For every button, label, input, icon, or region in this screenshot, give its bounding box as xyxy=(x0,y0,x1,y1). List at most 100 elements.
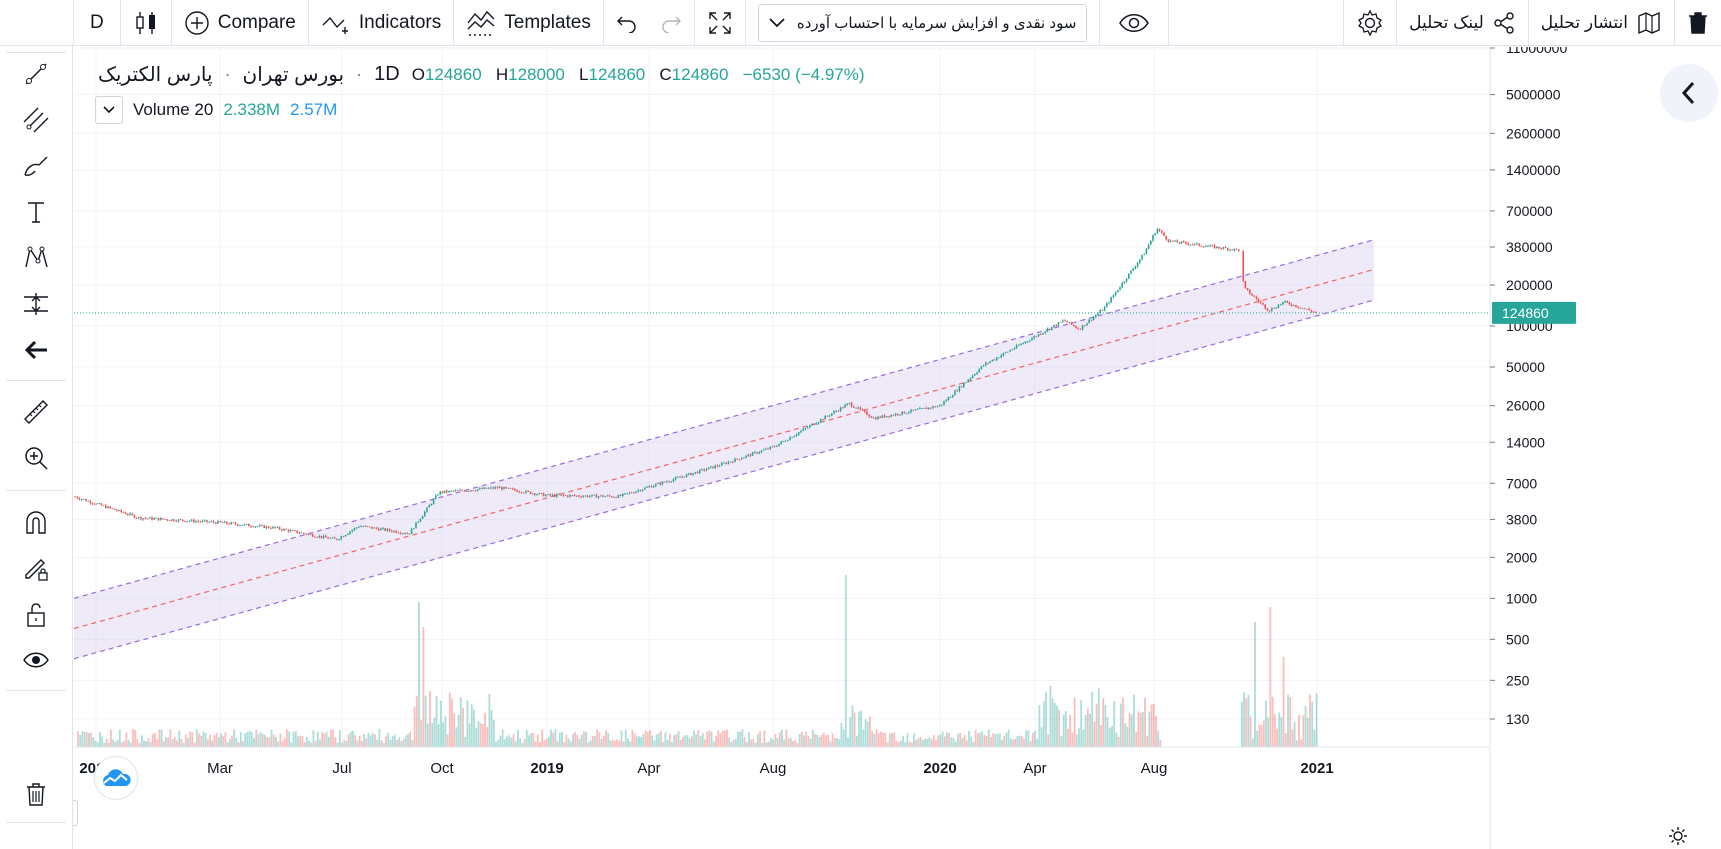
brush-icon[interactable] xyxy=(18,148,54,184)
stay-in-drawing-mode-icon[interactable] xyxy=(18,550,54,586)
volume-bar xyxy=(778,731,781,747)
volume-bar xyxy=(926,739,929,747)
candle-body xyxy=(74,496,76,498)
volume-bar xyxy=(297,736,299,747)
measure-tool-icon[interactable] xyxy=(18,286,54,322)
candle-body xyxy=(234,522,237,525)
candle-body xyxy=(930,407,932,409)
magnet-icon[interactable] xyxy=(18,504,54,540)
volume-bar xyxy=(211,740,214,747)
volume-bar xyxy=(145,741,148,747)
candle-body xyxy=(441,491,444,493)
candle-body xyxy=(182,519,184,521)
volume-bar xyxy=(1016,736,1019,747)
candle-body xyxy=(1009,350,1011,352)
volume-bar xyxy=(965,740,968,747)
volume-bar xyxy=(739,731,742,747)
volume-bar xyxy=(1313,729,1316,747)
volume-bar xyxy=(358,735,361,747)
logo-button[interactable] xyxy=(94,756,138,800)
volume-bar xyxy=(1058,709,1061,747)
pattern-tool-icon[interactable] xyxy=(18,240,54,276)
text-tool-icon[interactable] xyxy=(18,194,54,230)
candle-body xyxy=(107,506,109,509)
back-arrow-icon[interactable] xyxy=(18,332,54,368)
volume-bar xyxy=(299,735,302,747)
candle-body xyxy=(245,523,248,525)
candle-body xyxy=(1064,320,1066,322)
volume-label[interactable]: Volume 20 xyxy=(133,100,214,119)
ohlc-values: O124860 H128000 L124860 C124860 −6530 (−… xyxy=(412,65,865,85)
volume-bar xyxy=(129,742,132,747)
candle-body xyxy=(151,517,153,520)
volume-bar xyxy=(666,739,669,747)
candle-body xyxy=(298,532,301,534)
candle-body xyxy=(1134,266,1137,269)
volume-bar xyxy=(640,737,643,747)
publish-button[interactable]: انتشار تحلیل xyxy=(1527,0,1674,46)
indicators-button[interactable]: Indicators xyxy=(309,0,455,46)
zoom-in-icon[interactable] xyxy=(18,440,54,476)
axis-settings-gear-icon[interactable] xyxy=(1668,826,1688,849)
volume-bar xyxy=(985,735,988,747)
channel-median-line[interactable] xyxy=(74,268,1375,630)
candle-body xyxy=(624,493,626,495)
candle-body xyxy=(630,492,633,494)
time-tick-label: Apr xyxy=(1023,760,1046,777)
delete-button[interactable] xyxy=(1674,0,1721,46)
study-template-dropdown[interactable]: سود نقدی و افزایش سرمایه با احتساب آورده xyxy=(757,3,1088,42)
price-tick-label: 380000 xyxy=(1506,239,1553,255)
symbol-name[interactable]: پارس الکتریک xyxy=(98,64,213,86)
chart-pane[interactable]: 11000000 5000000 2600000 1400000 700000 38000… xyxy=(74,47,1721,849)
candle-body xyxy=(1145,248,1148,255)
candle-body xyxy=(751,452,754,456)
visibility-button[interactable] xyxy=(1099,0,1170,46)
candle-body xyxy=(569,495,571,497)
candle-body xyxy=(864,410,866,412)
trash-icon[interactable] xyxy=(18,776,54,812)
candle-body xyxy=(699,469,701,474)
ruler-icon[interactable] xyxy=(18,394,54,430)
candle-body xyxy=(1114,292,1117,296)
chart-style-button[interactable] xyxy=(121,0,172,46)
lock-icon[interactable] xyxy=(18,596,54,632)
channel-upper-line[interactable] xyxy=(74,239,1375,599)
share-link-button[interactable]: لینک تحلیل xyxy=(1396,0,1528,46)
compare-button[interactable]: Compare xyxy=(172,0,309,46)
redo-icon[interactable] xyxy=(660,13,682,33)
candle-body xyxy=(571,495,573,496)
fib-retracement-icon[interactable] xyxy=(18,102,54,138)
candle-body xyxy=(901,411,903,415)
candle-body xyxy=(705,469,708,471)
candle-body xyxy=(118,509,120,511)
volume-bar xyxy=(231,735,233,747)
candle-body xyxy=(1253,295,1255,297)
candle-body xyxy=(527,490,529,492)
templates-button[interactable]: Templates xyxy=(454,0,604,46)
volume-bar xyxy=(1067,728,1069,747)
undo-icon[interactable] xyxy=(616,13,638,33)
volume-bar xyxy=(759,731,761,747)
toolbar-divider xyxy=(6,52,66,53)
fullscreen-button[interactable] xyxy=(695,0,746,46)
price-chart[interactable]: 11000000 5000000 2600000 1400000 700000 38000… xyxy=(74,47,1721,849)
candle-body xyxy=(542,493,545,497)
volume-bar xyxy=(409,731,412,747)
eye-icon[interactable] xyxy=(18,642,54,678)
volume-bar xyxy=(525,730,528,747)
interval-button[interactable]: D xyxy=(74,0,121,46)
collapse-panel-button[interactable] xyxy=(1660,64,1718,122)
volume-bar xyxy=(1298,714,1300,747)
volume-bar xyxy=(866,721,869,747)
volume-bar xyxy=(110,729,112,747)
candle-body xyxy=(562,494,565,496)
trend-line-icon[interactable] xyxy=(18,56,54,92)
current-price-badge[interactable] xyxy=(1492,301,1576,324)
regression-channel-fill[interactable] xyxy=(74,239,1374,659)
volume-bar xyxy=(453,713,456,747)
volume-collapse-button[interactable] xyxy=(95,96,123,124)
candle-body xyxy=(538,493,540,495)
candle-body xyxy=(879,416,881,418)
settings-button[interactable] xyxy=(1343,0,1396,46)
candle-body xyxy=(714,465,716,469)
